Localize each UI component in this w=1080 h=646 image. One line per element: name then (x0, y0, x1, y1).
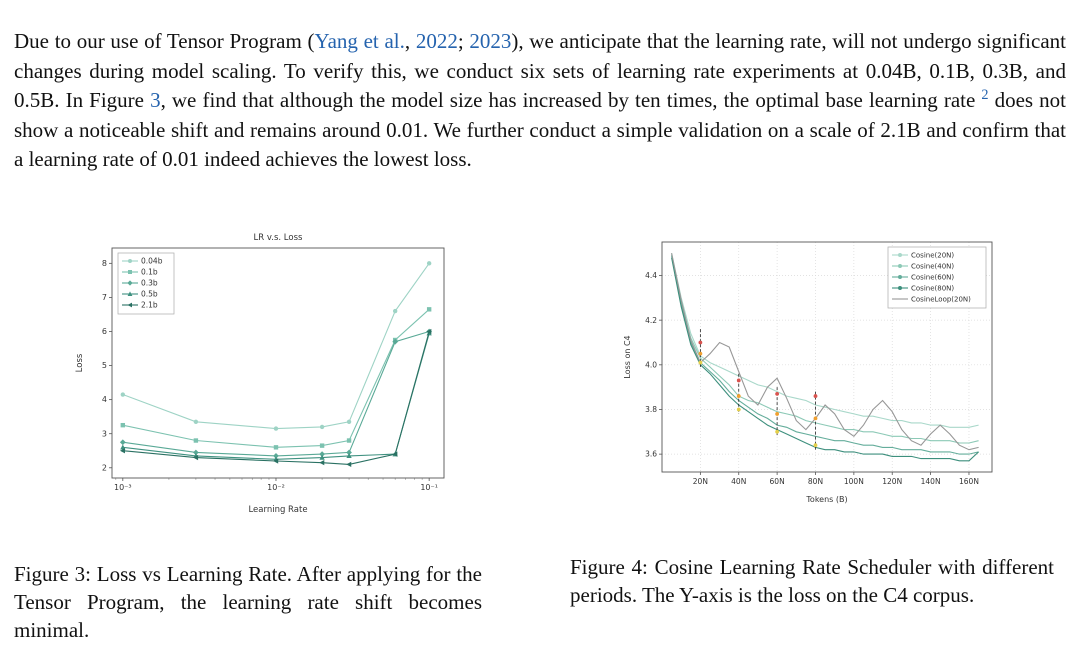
svg-text:CosineLoop(20N): CosineLoop(20N) (911, 296, 971, 304)
svg-text:160N: 160N (959, 477, 979, 486)
svg-text:0.1b: 0.1b (141, 268, 158, 277)
svg-text:Cosine(80N): Cosine(80N) (911, 285, 954, 293)
svg-text:80N: 80N (808, 477, 823, 486)
svg-text:6: 6 (102, 327, 107, 336)
svg-text:4: 4 (102, 395, 107, 404)
figure3-chart: LR v.s. Loss 2 3 4 5 6 7 8 10⁻³ 10⁻² 10⁻¹ Learning … (75, 233, 445, 515)
svg-text:4.0: 4.0 (645, 360, 657, 369)
svg-text:5: 5 (102, 361, 107, 370)
svg-text:Tokens (B): Tokens (B) (805, 495, 847, 504)
svg-text:60N: 60N (770, 477, 785, 486)
paragraph-text: ), we anticipate that the learning rate,… (14, 29, 1066, 113)
paragraph-text: , we find that although the model size h… (160, 88, 982, 113)
figure4-caption: Figure 4: Cosine Learning Rate Scheduler… (570, 555, 1054, 607)
paragraph-text: , (404, 29, 416, 53)
citation-link[interactable]: 2023 (469, 29, 512, 53)
paragraph-text: ; (457, 29, 470, 53)
svg-text:Loss on C4: Loss on C4 (623, 335, 632, 378)
footnote-ref-link[interactable]: 2 (981, 87, 989, 104)
svg-text:8: 8 (102, 259, 107, 268)
svg-text:10⁻³: 10⁻³ (114, 483, 132, 492)
paragraph-text: Due to our use of Tensor Program ( (14, 29, 315, 53)
svg-text:2: 2 (102, 463, 107, 472)
svg-text:0.04b: 0.04b (141, 257, 163, 266)
svg-text:4.2: 4.2 (645, 316, 657, 325)
svg-text:120N: 120N (882, 477, 902, 486)
svg-text:0.3b: 0.3b (141, 279, 158, 288)
svg-text:Learning Rate: Learning Rate (248, 505, 307, 515)
citation-link[interactable]: 2022 (415, 29, 458, 53)
figure4-chart: 3.6 3.8 4.0 4.2 4.4 20N 40N 60N 80N 100N 120N 140N 1… (623, 241, 993, 504)
svg-text:7: 7 (102, 293, 107, 302)
citation-link[interactable]: 3 (150, 88, 161, 113)
figure3: LR v.s. Loss 2 3 4 5 6 7 8 10⁻³ 10⁻² 10⁻¹ Learning … (72, 224, 460, 520)
figure4: 3.6 3.8 4.0 4.2 4.4 20N 40N 60N 80N 100N 120N 140N 1… (620, 230, 1002, 510)
svg-text:20N: 20N (693, 477, 708, 486)
svg-text:LR v.s. Loss: LR v.s. Loss (254, 233, 303, 243)
svg-text:Loss: Loss (75, 353, 85, 372)
svg-text:Cosine(40N): Cosine(40N) (911, 263, 954, 271)
svg-text:3.8: 3.8 (645, 405, 657, 414)
body-paragraph: Due to our use of Tensor Program (Yang e… (14, 27, 1066, 175)
svg-text:Cosine(60N): Cosine(60N) (911, 274, 954, 282)
paragraph-text: does not show a noticeable shift and rem… (14, 88, 1066, 172)
svg-text:0.5b: 0.5b (141, 290, 158, 299)
svg-text:3: 3 (102, 429, 107, 438)
svg-text:140N: 140N (921, 477, 941, 486)
svg-text:10⁻¹: 10⁻¹ (420, 483, 438, 492)
citation-link[interactable]: Yang et al. (314, 29, 405, 53)
svg-text:2.1b: 2.1b (141, 301, 158, 310)
svg-text:10⁻²: 10⁻² (267, 483, 285, 492)
svg-text:3.6: 3.6 (645, 450, 657, 459)
svg-text:40N: 40N (731, 477, 746, 486)
figure3-caption: Figure 3: Loss vs Learning Rate. After a… (14, 562, 482, 642)
svg-text:100N: 100N (844, 477, 864, 486)
svg-text:4.4: 4.4 (645, 271, 657, 280)
svg-text:Cosine(20N): Cosine(20N) (911, 252, 954, 260)
